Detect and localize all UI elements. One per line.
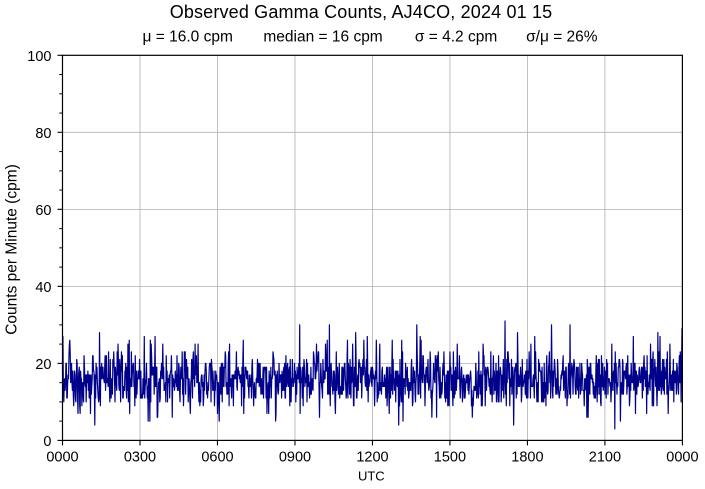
svg-text:1800: 1800 bbox=[511, 449, 543, 465]
svg-text:UTC: UTC bbox=[358, 469, 385, 484]
svg-text:median = 16 cpm: median = 16 cpm bbox=[263, 28, 382, 45]
svg-text:σ/μ = 26%: σ/μ = 26% bbox=[526, 28, 598, 45]
svg-text:0: 0 bbox=[43, 434, 51, 450]
svg-text:20: 20 bbox=[35, 357, 51, 373]
svg-text:80: 80 bbox=[35, 126, 51, 142]
svg-text:μ = 16.0 cpm: μ = 16.0 cpm bbox=[143, 28, 233, 45]
svg-text:0300: 0300 bbox=[124, 449, 156, 465]
svg-text:1200: 1200 bbox=[356, 449, 388, 465]
svg-text:0600: 0600 bbox=[201, 449, 233, 465]
svg-text:40: 40 bbox=[35, 280, 51, 296]
svg-text:60: 60 bbox=[35, 203, 51, 219]
svg-text:100: 100 bbox=[27, 49, 51, 65]
svg-text:Observed Gamma Counts, AJ4CO,: Observed Gamma Counts, AJ4CO, 2024 01 15 bbox=[170, 2, 553, 22]
svg-text:σ = 4.2 cpm: σ = 4.2 cpm bbox=[415, 28, 497, 45]
svg-text:0000: 0000 bbox=[666, 449, 698, 465]
svg-text:2100: 2100 bbox=[589, 449, 621, 465]
svg-text:0000: 0000 bbox=[46, 449, 78, 465]
svg-text:1500: 1500 bbox=[434, 449, 466, 465]
svg-text:Counts per Minute (cpm): Counts per Minute (cpm) bbox=[4, 164, 21, 335]
svg-text:0900: 0900 bbox=[279, 449, 311, 465]
